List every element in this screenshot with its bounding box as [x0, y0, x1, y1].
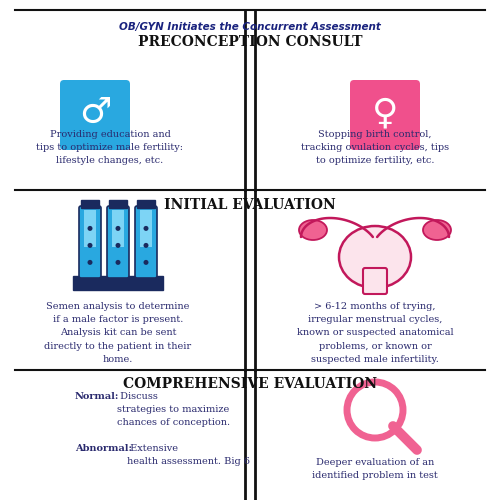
- FancyBboxPatch shape: [84, 210, 96, 248]
- FancyBboxPatch shape: [60, 80, 130, 150]
- FancyBboxPatch shape: [81, 200, 99, 208]
- Text: OB/GYN Initiates the Concurrent Assessment: OB/GYN Initiates the Concurrent Assessme…: [119, 22, 381, 32]
- Circle shape: [144, 226, 148, 231]
- FancyBboxPatch shape: [363, 268, 387, 294]
- Text: INITIAL EVALUATION: INITIAL EVALUATION: [164, 198, 336, 212]
- FancyBboxPatch shape: [140, 210, 152, 248]
- FancyBboxPatch shape: [109, 200, 127, 208]
- Text: COMPREHENSIVE EVALUATION: COMPREHENSIVE EVALUATION: [123, 377, 377, 391]
- FancyBboxPatch shape: [135, 206, 157, 278]
- Text: Normal:: Normal:: [75, 392, 120, 401]
- Circle shape: [144, 243, 148, 248]
- Ellipse shape: [339, 226, 411, 288]
- Text: Abnormal:: Abnormal:: [75, 444, 132, 453]
- Circle shape: [88, 226, 92, 231]
- Text: Discuss
strategies to maximize
chances of conception.: Discuss strategies to maximize chances o…: [117, 392, 230, 428]
- Text: > 6-12 months of trying,
irregular menstrual cycles,
known or suspected anatomic: > 6-12 months of trying, irregular menst…: [296, 302, 454, 364]
- FancyBboxPatch shape: [137, 200, 155, 208]
- Text: ♀: ♀: [372, 96, 398, 130]
- Text: Semen analysis to determine
if a male factor is present.
Analysis kit can be sen: Semen analysis to determine if a male fa…: [44, 302, 192, 364]
- Text: ♂: ♂: [79, 96, 111, 130]
- FancyBboxPatch shape: [350, 80, 420, 150]
- Circle shape: [88, 260, 92, 265]
- Text: Stopping birth control,
tracking ovulation cycles, tips
to optimize fertility, e: Stopping birth control, tracking ovulati…: [301, 130, 449, 166]
- Text: Deeper evaluation of an
identified problem in test: Deeper evaluation of an identified probl…: [312, 458, 438, 480]
- FancyBboxPatch shape: [112, 210, 124, 248]
- FancyBboxPatch shape: [73, 276, 163, 290]
- Text: PRECONCEPTION CONSULT: PRECONCEPTION CONSULT: [138, 35, 362, 49]
- Text: Extensive
health assessment. Big 6: Extensive health assessment. Big 6: [127, 444, 250, 466]
- Circle shape: [144, 260, 148, 265]
- Circle shape: [88, 243, 92, 248]
- Circle shape: [116, 260, 120, 265]
- FancyBboxPatch shape: [79, 206, 101, 278]
- Circle shape: [116, 226, 120, 231]
- Ellipse shape: [299, 220, 327, 240]
- Text: Providing education and
tips to optimize male fertility:
lifestyle changes, etc.: Providing education and tips to optimize…: [36, 130, 184, 166]
- Circle shape: [116, 243, 120, 248]
- Ellipse shape: [423, 220, 451, 240]
- FancyBboxPatch shape: [107, 206, 129, 278]
